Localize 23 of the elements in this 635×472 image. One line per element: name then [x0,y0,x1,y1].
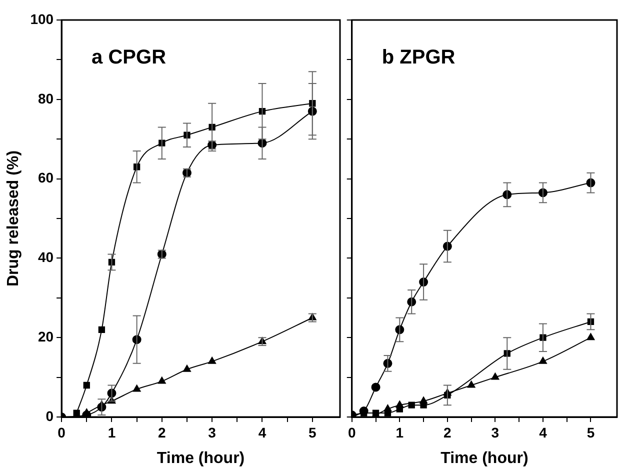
x-tick-label: 3 [491,424,500,440]
y-axis-title: Drug released (%) [5,150,22,287]
y-tick-label: 100 [30,10,54,27]
x-tick-label: 3 [208,424,216,440]
x-tick-label: 0 [58,424,66,440]
x-tick-label: 1 [108,424,116,440]
y-tick-label: 0 [46,408,54,424]
x-tick-label: 2 [444,424,452,440]
x-tick-label: 4 [258,424,266,440]
y-tick-label: 60 [38,170,54,186]
x-tick-label: 0 [348,424,356,440]
x-tick-label: 1 [396,424,404,440]
x-axis-title: Time (hour) [440,450,528,467]
x-tick-label: 5 [308,424,317,440]
x-tick-label: 5 [586,424,595,440]
x-axis-title: Time (hour) [156,450,245,467]
y-tick-label: 20 [38,328,54,344]
y-tick-label: 40 [38,249,54,266]
x-tick-label: 2 [158,424,166,440]
annotation: b ZPGR [382,46,456,69]
y-tick-label: 80 [38,90,54,106]
x-tick-label: 4 [539,424,548,440]
annotation: a CPGR [92,46,167,69]
